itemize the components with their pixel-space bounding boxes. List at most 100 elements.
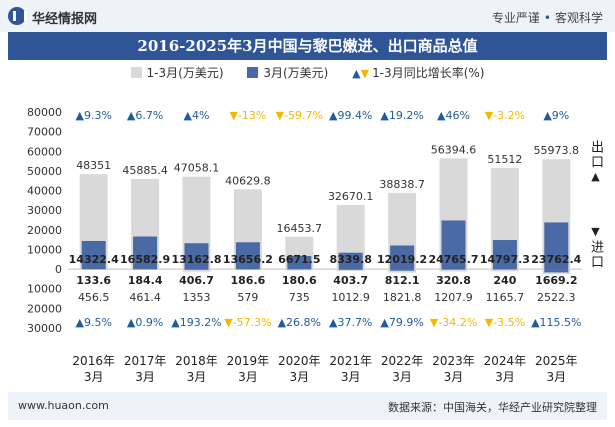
export-monthly-label: 12019.2 (377, 253, 427, 266)
footer-website: www.huaon.com (18, 399, 109, 412)
x-tick-label-month: 3月 (392, 370, 412, 384)
export-monthly-bar (133, 236, 158, 270)
header-tags: 专业严谨 • 客观科学 (492, 9, 603, 26)
export-cumulative-label: 45885.4 (122, 164, 168, 177)
export-growth-label: ▲46% (437, 109, 470, 122)
export-side-label: 出口▲ (586, 140, 605, 185)
export-growth-label: ▲9% (543, 109, 569, 122)
import-monthly-label: 180.6 (282, 274, 317, 287)
export-growth-label: ▲4% (184, 109, 210, 122)
arrow-down-icon: ▼ (589, 225, 602, 240)
x-tick-label-month: 3月 (341, 370, 361, 384)
import-growth-label: ▼-3.5% (485, 316, 525, 329)
import-cumulative-label: 579 (237, 291, 258, 304)
legend-swatch-monthly (247, 67, 259, 78)
export-monthly-label: 13656.2 (223, 253, 273, 266)
import-cumulative-bar (439, 269, 468, 272)
y-tick-label: 80000 (27, 106, 62, 119)
legend-label-monthly: 3月(万美元) (263, 66, 329, 80)
x-tick-label-year: 2019年 (227, 354, 270, 368)
x-tick-label-month: 3月 (495, 370, 515, 384)
export-monthly-bar (544, 222, 569, 270)
y-tick-label: 70000 (27, 126, 62, 139)
export-monthly-bar (287, 255, 312, 270)
top-bar: 华经情报网 专业严谨 • 客观科学 (0, 0, 615, 32)
import-cumulative-bar (131, 269, 160, 270)
tag-objective: 客观科学 (554, 11, 603, 25)
export-monthly-label: 24765.7 (428, 253, 478, 266)
export-monthly-label: 13162.8 (171, 253, 221, 266)
import-growth-label: ▼-34.2% (430, 316, 477, 329)
export-growth-label: ▼-13% (229, 109, 266, 122)
import-growth-label: ▲0.9% (127, 316, 163, 329)
export-monthly-bar (338, 252, 363, 270)
x-tick-label-month: 3月 (84, 370, 104, 384)
title-band: 2016-2025年3月中国与黎巴嫩进、出口商品总值 (8, 32, 607, 60)
import-cumulative-bar (233, 269, 262, 271)
import-cumulative-label: 2522.3 (537, 291, 576, 304)
x-tick-label-year: 2022年 (381, 354, 424, 368)
triangle-up-icon: ▲ (352, 67, 361, 80)
export-monthly-label: 16582.9 (120, 253, 170, 266)
export-monthly-bar (492, 240, 517, 270)
export-cumulative-label: 40629.8 (225, 174, 271, 187)
import-growth-label: ▲37.7% (329, 316, 372, 329)
import-monthly-bar (338, 269, 363, 270)
footer-source: 数据来源：中国海关，华经产业研究院整理 (388, 401, 597, 414)
import-cumulative-bar (285, 269, 314, 271)
import-monthly-bar (544, 269, 569, 273)
import-cumulative-bar (182, 269, 211, 272)
legend-label-cumulative: 1-3月(万美元) (146, 66, 224, 80)
triangle-down-icon: ▼ (360, 67, 370, 80)
bullet-icon: • (543, 11, 551, 25)
y-tick-label: 50000 (27, 165, 62, 178)
legend-monthly: 3月(万美元) (247, 64, 328, 81)
import-label: 进口 (588, 240, 603, 270)
import-growth-label: ▼-57.3% (224, 316, 271, 329)
import-monthly-bar (184, 269, 209, 270)
legend-label-growth: 1-3月同比增长率(%) (372, 66, 485, 80)
import-cumulative-bar (388, 269, 417, 273)
export-growth-label: ▼-3.2% (485, 109, 525, 122)
export-cumulative-label: 38838.7 (379, 178, 425, 191)
import-growth-label: ▲26.8% (278, 316, 321, 329)
import-cumulative-label: 461.4 (129, 291, 161, 304)
y-tick-label: 0 (55, 263, 62, 276)
export-cumulative-label: 32670.1 (328, 190, 374, 203)
export-cumulative-label: 55973.8 (534, 144, 580, 157)
x-tick-label-month: 3月 (289, 370, 309, 384)
y-tick-label: 40000 (27, 185, 62, 198)
y-tick-label: 60000 (27, 145, 62, 158)
x-tick-label-year: 2017年 (124, 354, 167, 368)
import-monthly-label: 184.4 (128, 274, 163, 287)
import-growth-label: ▲115.5% (531, 316, 581, 329)
brand-name: 华经情报网 (32, 12, 98, 27)
import-cumulative-label: 456.5 (78, 291, 110, 304)
export-label: 出口 (588, 140, 603, 170)
x-tick-label-year: 2023年 (432, 354, 475, 368)
export-growth-label: ▲99.4% (329, 109, 372, 122)
import-growth-label: ▲9.5% (75, 316, 111, 329)
x-tick-label-month: 3月 (238, 370, 258, 384)
import-growth-label: ▲193.2% (171, 316, 221, 329)
import-cumulative-bar (336, 269, 365, 272)
x-tick-label-year: 2020年 (278, 354, 321, 368)
import-monthly-label: 403.7 (333, 274, 368, 287)
import-monthly-label: 240 (493, 274, 516, 287)
x-tick-label-year: 2018年 (175, 354, 218, 368)
import-cumulative-label: 735 (289, 291, 310, 304)
x-tick-label-month: 3月 (444, 370, 464, 384)
y-tick-label: 20000 (27, 224, 62, 237)
export-cumulative-label: 47058.1 (174, 162, 220, 175)
x-tick-label-year: 2016年 (72, 354, 115, 368)
export-cumulative-label: 16453.7 (277, 222, 323, 235)
import-side-label: ▼进口 (586, 225, 605, 270)
export-monthly-label: 23762.4 (531, 253, 581, 266)
export-monthly-bar (184, 243, 209, 270)
x-tick-label-year: 2025年 (535, 354, 578, 368)
export-cumulative-label: 51512 (487, 153, 522, 166)
export-monthly-bar (390, 245, 415, 270)
y-tick-label: 10000 (27, 243, 62, 256)
export-monthly-bar (441, 220, 466, 270)
import-cumulative-label: 1165.7 (486, 291, 525, 304)
